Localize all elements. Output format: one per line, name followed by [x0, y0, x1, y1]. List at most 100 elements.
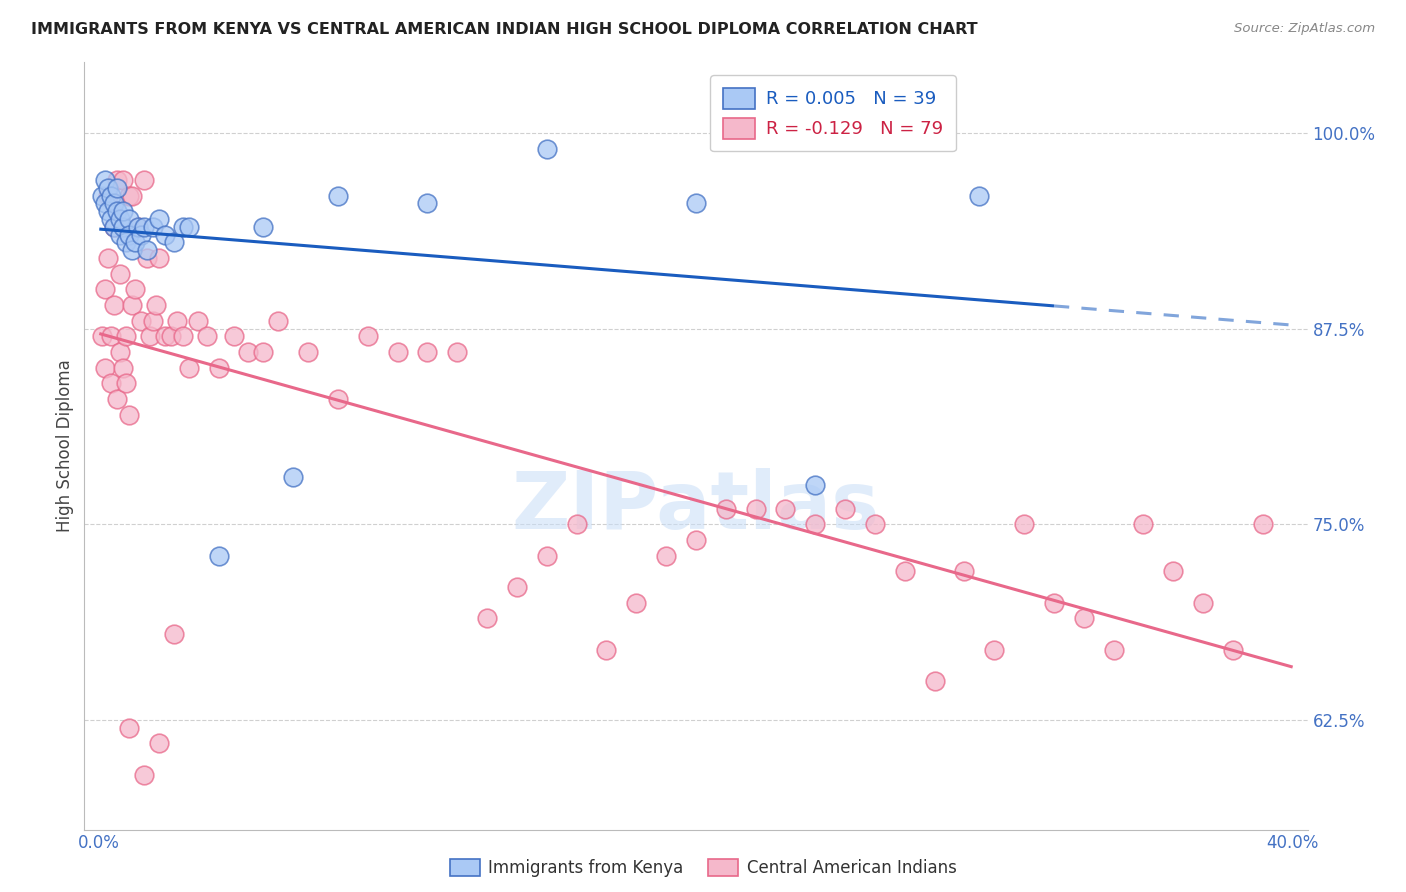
Point — [1222, 642, 1244, 657]
Point — [105, 204, 128, 219]
Point — [94, 173, 117, 187]
Point — [148, 736, 170, 750]
Point — [685, 533, 707, 547]
Point — [834, 501, 856, 516]
Point — [129, 314, 152, 328]
Point — [863, 517, 886, 532]
Point — [100, 376, 122, 391]
Point — [139, 329, 162, 343]
Point — [153, 227, 176, 242]
Point — [91, 329, 114, 343]
Point — [148, 251, 170, 265]
Point — [108, 227, 131, 242]
Point — [267, 314, 290, 328]
Point — [1102, 642, 1125, 657]
Point — [103, 219, 125, 234]
Legend: Immigrants from Kenya, Central American Indians: Immigrants from Kenya, Central American … — [443, 852, 963, 884]
Point — [595, 642, 617, 657]
Legend: R = 0.005   N = 39, R = -0.129   N = 79: R = 0.005 N = 39, R = -0.129 N = 79 — [710, 75, 956, 152]
Point — [297, 345, 319, 359]
Point — [387, 345, 409, 359]
Point — [153, 329, 176, 343]
Point — [97, 180, 120, 194]
Point — [207, 360, 229, 375]
Point — [142, 219, 165, 234]
Point — [416, 345, 439, 359]
Point — [163, 627, 186, 641]
Point — [112, 219, 135, 234]
Point — [714, 501, 737, 516]
Point — [118, 227, 141, 242]
Point — [121, 298, 143, 312]
Point — [177, 360, 200, 375]
Point — [132, 768, 155, 782]
Point — [103, 219, 125, 234]
Point — [108, 267, 131, 281]
Point — [94, 282, 117, 296]
Point — [132, 173, 155, 187]
Point — [136, 244, 159, 258]
Point — [565, 517, 588, 532]
Point — [129, 227, 152, 242]
Point — [94, 196, 117, 211]
Point — [416, 196, 439, 211]
Point — [118, 721, 141, 735]
Point — [124, 235, 146, 250]
Point — [1043, 596, 1066, 610]
Point — [112, 173, 135, 187]
Point — [475, 611, 498, 625]
Point — [108, 345, 131, 359]
Point — [121, 244, 143, 258]
Point — [1163, 564, 1185, 578]
Point — [172, 329, 194, 343]
Point — [326, 188, 349, 202]
Text: Source: ZipAtlas.com: Source: ZipAtlas.com — [1234, 22, 1375, 36]
Point — [775, 501, 797, 516]
Point — [94, 360, 117, 375]
Point — [953, 564, 976, 578]
Point — [118, 188, 141, 202]
Point — [357, 329, 380, 343]
Point — [105, 173, 128, 187]
Point — [252, 219, 274, 234]
Point — [1132, 517, 1154, 532]
Y-axis label: High School Diploma: High School Diploma — [56, 359, 75, 533]
Point — [1192, 596, 1215, 610]
Point — [115, 329, 138, 343]
Point — [166, 314, 188, 328]
Point — [655, 549, 678, 563]
Point — [804, 478, 827, 492]
Point — [118, 212, 141, 227]
Point — [100, 329, 122, 343]
Point — [136, 251, 159, 265]
Point — [124, 282, 146, 296]
Point — [744, 501, 766, 516]
Point — [100, 188, 122, 202]
Point — [115, 235, 138, 250]
Point — [924, 673, 946, 688]
Point — [112, 360, 135, 375]
Point — [103, 196, 125, 211]
Point — [177, 219, 200, 234]
Point — [685, 196, 707, 211]
Point — [100, 212, 122, 227]
Point — [118, 408, 141, 422]
Point — [536, 549, 558, 563]
Point — [1012, 517, 1035, 532]
Point — [127, 219, 149, 234]
Point — [894, 564, 917, 578]
Point — [238, 345, 260, 359]
Point — [626, 596, 648, 610]
Point — [105, 392, 128, 406]
Point — [506, 580, 529, 594]
Point — [91, 188, 114, 202]
Point — [969, 188, 991, 202]
Point — [160, 329, 183, 343]
Point — [446, 345, 468, 359]
Point — [97, 188, 120, 202]
Point — [103, 298, 125, 312]
Point — [195, 329, 218, 343]
Point — [145, 298, 167, 312]
Text: ZIPatlas: ZIPatlas — [512, 468, 880, 547]
Point — [283, 470, 305, 484]
